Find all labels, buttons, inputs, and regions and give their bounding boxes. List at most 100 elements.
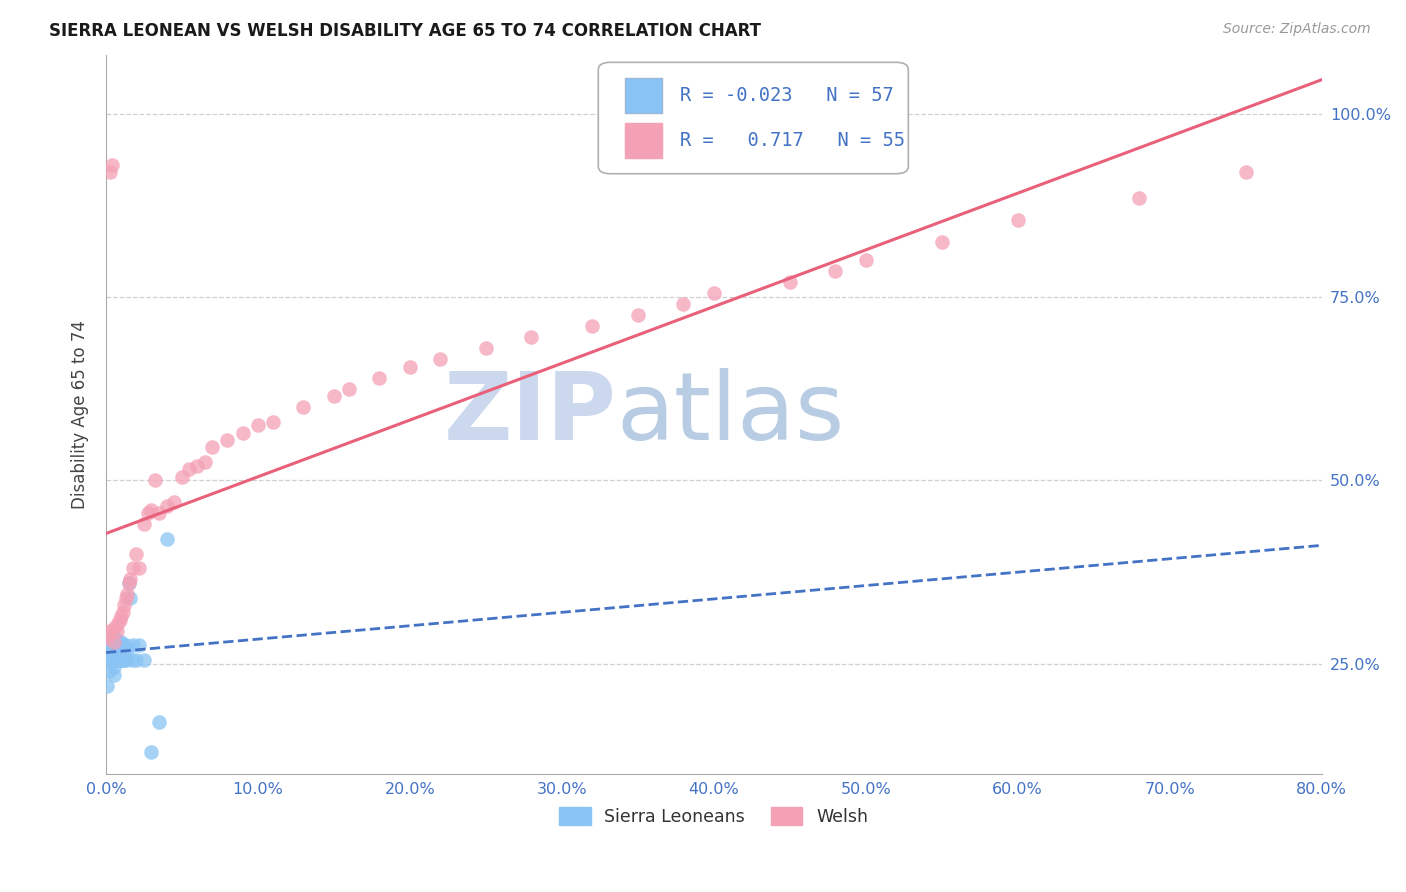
Point [100,649,122,664]
Point [292,400,315,414]
Point [108,653,131,667]
Point [122,561,145,575]
Point [101,646,124,660]
Point [246,418,269,433]
Point [108,613,131,627]
Point [103,639,125,653]
Point [96,679,118,693]
Point [114,653,136,667]
Point [217,433,239,447]
Point [337,382,360,396]
Point [368,371,391,385]
Point [103,660,125,674]
Text: SIERRA LEONEAN VS WELSH DISABILITY AGE 65 TO 74 CORRELATION CHART: SIERRA LEONEAN VS WELSH DISABILITY AGE 6… [49,22,761,40]
Text: R =   0.717   N = 55: R = 0.717 N = 55 [679,131,904,150]
Legend: Sierra Leoneans, Welsh: Sierra Leoneans, Welsh [560,807,869,826]
Text: ZIP: ZIP [444,368,616,460]
Point [398,359,420,374]
Point [118,576,141,591]
FancyBboxPatch shape [626,123,661,158]
Point [100,653,122,667]
Point [122,639,145,653]
Point [108,642,131,657]
Point [118,576,141,591]
Point [322,389,344,403]
Point [824,264,846,278]
Point [107,653,129,667]
Point [100,642,122,657]
Point [111,639,134,653]
Point [128,561,150,575]
Point [627,309,650,323]
Point [107,642,129,657]
Point [97,646,120,660]
Point [120,573,142,587]
Point [97,664,120,678]
Point [96,642,118,657]
Point [148,507,170,521]
Point [100,624,122,638]
Point [125,653,148,667]
Point [1234,165,1257,179]
Point [103,653,125,667]
Point [103,634,125,648]
FancyBboxPatch shape [626,78,661,112]
Point [779,276,801,290]
Point [186,458,208,473]
Y-axis label: Disability Age 65 to 74: Disability Age 65 to 74 [72,320,89,509]
Point [105,624,128,638]
Point [120,591,142,605]
Point [931,235,953,249]
Point [115,642,138,657]
Point [111,653,134,667]
Point [97,627,120,641]
Point [703,286,725,301]
Point [672,297,695,311]
Point [148,715,170,730]
Point [156,499,179,513]
Point [104,639,127,653]
Point [105,642,128,657]
Point [104,642,127,657]
Point [194,455,217,469]
Point [110,634,132,648]
Point [179,462,201,476]
Point [104,631,127,645]
Point [112,642,135,657]
Point [110,639,132,653]
Point [163,495,186,509]
Point [108,639,131,653]
Point [104,653,127,667]
Point [143,474,166,488]
Point [107,616,129,631]
Point [170,470,193,484]
Point [132,517,155,532]
Point [1128,191,1150,205]
Point [104,646,127,660]
Point [101,642,124,657]
Point [105,634,128,648]
Point [110,653,132,667]
Point [115,587,138,601]
Point [96,631,118,645]
Point [101,634,124,648]
Point [128,639,150,653]
Point [232,425,254,440]
Point [141,503,163,517]
Point [121,653,143,667]
Point [107,634,129,648]
Point [520,330,543,344]
Point [103,631,125,645]
Point [114,591,136,605]
Point [475,342,498,356]
Point [112,598,135,612]
Text: Source: ZipAtlas.com: Source: ZipAtlas.com [1223,22,1371,37]
Point [132,653,155,667]
Point [100,165,122,179]
Point [112,653,135,667]
Point [125,547,148,561]
Point [105,653,128,667]
Point [110,609,132,624]
Point [107,639,129,653]
Point [103,646,125,660]
